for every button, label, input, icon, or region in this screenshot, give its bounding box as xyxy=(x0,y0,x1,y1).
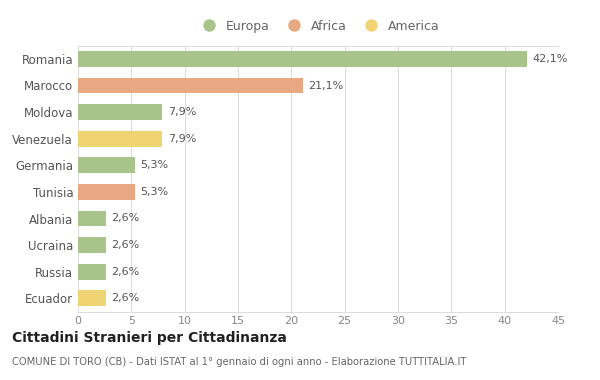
Text: COMUNE DI TORO (CB) - Dati ISTAT al 1° gennaio di ogni anno - Elaborazione TUTTI: COMUNE DI TORO (CB) - Dati ISTAT al 1° g… xyxy=(12,357,466,367)
Bar xyxy=(78,51,527,67)
Text: 2,6%: 2,6% xyxy=(111,267,139,277)
Text: 5,3%: 5,3% xyxy=(140,187,168,197)
Bar xyxy=(78,157,134,173)
Bar xyxy=(78,211,106,226)
Bar xyxy=(78,184,134,200)
Bar xyxy=(78,131,162,147)
Bar xyxy=(78,290,106,306)
Text: 7,9%: 7,9% xyxy=(167,134,196,144)
Text: 5,3%: 5,3% xyxy=(140,160,168,170)
Bar xyxy=(78,264,106,280)
Bar xyxy=(78,104,162,120)
Text: 21,1%: 21,1% xyxy=(308,81,344,90)
Text: 2,6%: 2,6% xyxy=(111,214,139,223)
Text: 7,9%: 7,9% xyxy=(167,107,196,117)
Legend: Europa, Africa, America: Europa, Africa, America xyxy=(191,14,445,38)
Text: Cittadini Stranieri per Cittadinanza: Cittadini Stranieri per Cittadinanza xyxy=(12,331,287,345)
Bar xyxy=(78,237,106,253)
Text: 2,6%: 2,6% xyxy=(111,293,139,303)
Text: 2,6%: 2,6% xyxy=(111,240,139,250)
Text: 42,1%: 42,1% xyxy=(532,54,568,64)
Bar xyxy=(78,78,303,93)
